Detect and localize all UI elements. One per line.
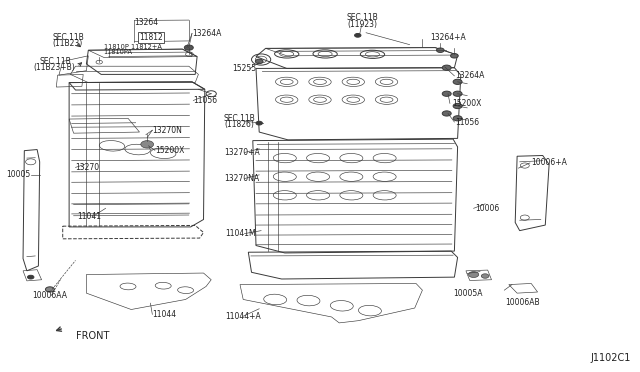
Circle shape bbox=[45, 287, 54, 292]
Circle shape bbox=[481, 274, 489, 278]
Text: SEC.11B: SEC.11B bbox=[224, 114, 256, 123]
Circle shape bbox=[468, 272, 479, 278]
Text: 10006AB: 10006AB bbox=[506, 298, 540, 307]
Text: 11044+A: 11044+A bbox=[225, 312, 261, 321]
Text: 10006AA: 10006AA bbox=[32, 291, 67, 300]
Circle shape bbox=[442, 111, 451, 116]
Circle shape bbox=[451, 54, 458, 58]
Text: (11B23+B): (11B23+B) bbox=[33, 63, 75, 72]
Circle shape bbox=[442, 91, 451, 96]
Text: 15255: 15255 bbox=[232, 64, 257, 73]
Text: 11044: 11044 bbox=[152, 310, 177, 319]
Circle shape bbox=[28, 275, 34, 279]
Text: 11041M: 11041M bbox=[225, 229, 256, 238]
Text: (11826): (11826) bbox=[224, 120, 254, 129]
Circle shape bbox=[442, 65, 451, 70]
Text: (11923): (11923) bbox=[347, 20, 377, 29]
Text: 11041: 11041 bbox=[77, 212, 101, 221]
Circle shape bbox=[355, 33, 361, 37]
Text: FRONT: FRONT bbox=[76, 331, 109, 340]
Text: 10005: 10005 bbox=[6, 170, 31, 179]
Text: 11810PA: 11810PA bbox=[104, 49, 132, 55]
Circle shape bbox=[255, 59, 263, 64]
Text: 10005A: 10005A bbox=[453, 289, 483, 298]
Circle shape bbox=[256, 121, 262, 125]
Text: SEC.11B: SEC.11B bbox=[347, 13, 379, 22]
Circle shape bbox=[453, 116, 462, 121]
Text: 13270+A: 13270+A bbox=[224, 148, 260, 157]
Text: 15200X: 15200X bbox=[452, 99, 481, 108]
Circle shape bbox=[453, 91, 462, 96]
Circle shape bbox=[453, 79, 462, 84]
Text: 10006: 10006 bbox=[475, 204, 499, 213]
Circle shape bbox=[141, 141, 154, 148]
Text: 13264A: 13264A bbox=[456, 71, 485, 80]
Text: 13264+A: 13264+A bbox=[430, 33, 466, 42]
Text: SEC.11B: SEC.11B bbox=[52, 33, 84, 42]
Circle shape bbox=[184, 45, 193, 50]
Text: 11056: 11056 bbox=[456, 118, 480, 126]
Circle shape bbox=[453, 103, 462, 109]
Text: 11810P 11812+A: 11810P 11812+A bbox=[104, 44, 161, 49]
Text: 11812: 11812 bbox=[140, 33, 163, 42]
Text: J1102C1: J1102C1 bbox=[590, 353, 630, 363]
Text: SEC.11B: SEC.11B bbox=[40, 57, 72, 66]
Text: 13270: 13270 bbox=[76, 163, 100, 172]
Text: (11B23): (11B23) bbox=[52, 39, 83, 48]
Text: 15200X: 15200X bbox=[155, 146, 184, 155]
Text: 13264: 13264 bbox=[134, 18, 159, 27]
Text: 13270NA: 13270NA bbox=[224, 174, 259, 183]
Text: 13270N: 13270N bbox=[152, 126, 182, 135]
Circle shape bbox=[436, 48, 444, 52]
Text: 13264A: 13264A bbox=[192, 29, 221, 38]
Text: 10006+A: 10006+A bbox=[531, 158, 567, 167]
Text: 11056: 11056 bbox=[193, 96, 218, 105]
